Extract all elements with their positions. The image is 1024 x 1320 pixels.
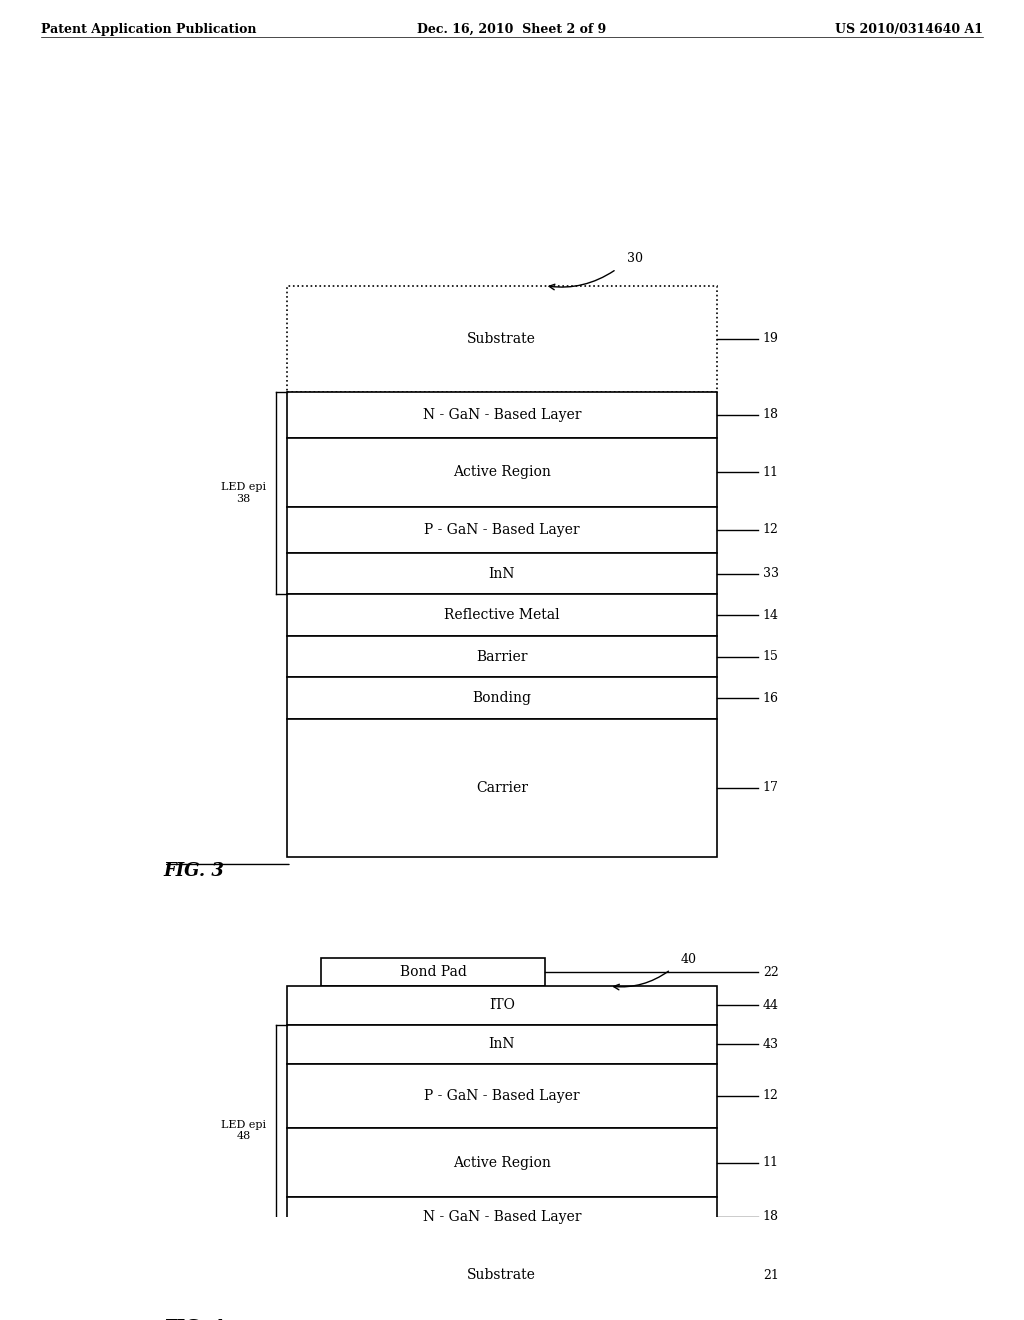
Text: 19: 19 (763, 333, 779, 346)
Text: 30: 30 (627, 252, 643, 265)
Text: InN: InN (488, 566, 515, 581)
Text: 11: 11 (763, 1156, 779, 1170)
Text: ITO: ITO (488, 998, 515, 1012)
Text: 18: 18 (763, 408, 779, 421)
FancyBboxPatch shape (322, 958, 545, 986)
Text: 43: 43 (763, 1038, 779, 1051)
Text: InN: InN (488, 1038, 515, 1051)
FancyBboxPatch shape (287, 285, 717, 392)
FancyBboxPatch shape (287, 1024, 717, 1064)
FancyBboxPatch shape (287, 438, 717, 507)
Text: Dec. 16, 2010  Sheet 2 of 9: Dec. 16, 2010 Sheet 2 of 9 (418, 22, 606, 36)
Text: Barrier: Barrier (476, 649, 527, 664)
Text: Active Region: Active Region (453, 1155, 551, 1170)
Text: Active Region: Active Region (453, 466, 551, 479)
Text: Bonding: Bonding (472, 692, 531, 705)
Text: N - GaN - Based Layer: N - GaN - Based Layer (423, 1209, 581, 1224)
Text: 15: 15 (763, 651, 779, 663)
Text: P - GaN - Based Layer: P - GaN - Based Layer (424, 1089, 580, 1102)
Text: 40: 40 (681, 953, 697, 966)
FancyBboxPatch shape (287, 594, 717, 636)
Text: Patent Application Publication: Patent Application Publication (41, 22, 256, 36)
FancyBboxPatch shape (287, 553, 717, 594)
Text: 33: 33 (763, 568, 779, 581)
FancyBboxPatch shape (287, 986, 717, 1024)
Text: Reflective Metal: Reflective Metal (444, 609, 559, 622)
FancyBboxPatch shape (287, 1064, 717, 1129)
Text: Carrier: Carrier (476, 781, 527, 795)
Text: 17: 17 (763, 781, 779, 795)
Text: Substrate: Substrate (467, 1269, 537, 1282)
Text: LED epi
38: LED epi 38 (221, 482, 266, 504)
Text: 12: 12 (763, 1089, 779, 1102)
Text: 21: 21 (763, 1269, 779, 1282)
FancyBboxPatch shape (287, 677, 717, 719)
FancyBboxPatch shape (287, 636, 717, 677)
FancyBboxPatch shape (287, 719, 717, 857)
FancyBboxPatch shape (287, 1129, 717, 1197)
FancyBboxPatch shape (287, 507, 717, 553)
FancyBboxPatch shape (287, 1197, 717, 1236)
Text: Substrate: Substrate (467, 331, 537, 346)
Text: Bond Pad: Bond Pad (399, 965, 466, 979)
Text: 22: 22 (763, 966, 778, 979)
Text: 44: 44 (763, 999, 779, 1012)
FancyBboxPatch shape (287, 1236, 717, 1315)
FancyBboxPatch shape (287, 392, 717, 438)
Text: P - GaN - Based Layer: P - GaN - Based Layer (424, 523, 580, 537)
Text: 12: 12 (763, 524, 779, 536)
Text: 18: 18 (763, 1210, 779, 1224)
Text: 14: 14 (763, 609, 779, 622)
Text: US 2010/0314640 A1: US 2010/0314640 A1 (835, 22, 983, 36)
Text: N - GaN - Based Layer: N - GaN - Based Layer (423, 408, 581, 421)
Text: 16: 16 (763, 692, 779, 705)
Text: 11: 11 (763, 466, 779, 479)
Text: LED epi
48: LED epi 48 (221, 1119, 266, 1142)
Text: FIG. 3: FIG. 3 (164, 862, 224, 879)
